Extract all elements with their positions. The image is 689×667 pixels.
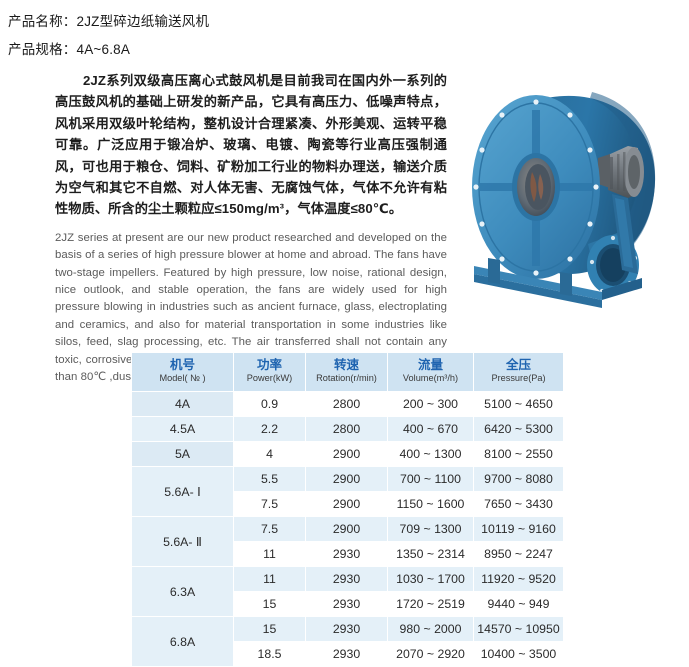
cell-rotation: 2900 <box>305 466 388 492</box>
col-header-power-cn: 功率 <box>256 358 282 372</box>
cell-volume: 200 ~ 300 <box>387 391 474 417</box>
product-header: 产品名称：2JZ型碎边纸输送风机 产品规格：4A~6.8A <box>8 8 448 64</box>
cell-pressure: 14570 ~ 10950 <box>473 616 564 642</box>
cell-rotation: 2930 <box>305 591 388 617</box>
centrifugal-blower-illustration <box>472 92 656 308</box>
product-spec-page: 产品名称：2JZ型碎边纸输送风机 产品规格：4A~6.8A 2JZ系列双级高压离… <box>8 8 684 667</box>
col-header-model: 机号 Model( № ) <box>131 352 234 392</box>
col-header-power-en: Power(kW) <box>246 373 293 383</box>
cell-pressure: 10119 ~ 9160 <box>473 516 564 542</box>
table-row: 6.3A 11 2930 1030 ~ 1700 11920 ~ 9520 <box>131 566 564 617</box>
motor-support-highlight <box>615 198 633 268</box>
cell-power: 11 <box>233 541 306 567</box>
cell-power: 11 <box>233 566 306 592</box>
cell-rotation: 2800 <box>305 416 388 442</box>
cell-model: 5A <box>131 441 234 467</box>
cell-power: 0.9 <box>233 391 306 417</box>
col-header-pressure-en: Pressure(Pa) <box>491 373 546 383</box>
cell-rotation: 2800 <box>305 391 388 417</box>
cell-model: 4A <box>131 391 234 417</box>
chinese-description: 2JZ系列双级高压离心式鼓风机是目前我司在国内外一系列的高压鼓风机的基础上研发的… <box>55 73 447 217</box>
cell-pressure: 11920 ~ 9520 <box>473 566 564 592</box>
cell-pressure: 7650 ~ 3430 <box>473 491 564 517</box>
cell-model: 6.3A <box>131 566 234 617</box>
inlet-face-plate <box>472 95 600 279</box>
cell-pressure: 6420 ~ 5300 <box>473 416 564 442</box>
cell-pressure: 9440 ~ 949 <box>473 591 564 617</box>
cell-pressure: 9700 ~ 8080 <box>473 466 564 492</box>
col-header-rotation: 转速 Rotation(r/min) <box>305 352 388 392</box>
table-row: 5.6A- Ⅱ 7.5 2900 709 ~ 1300 10119 ~ 9160 <box>131 516 564 567</box>
cell-volume: 400 ~ 1300 <box>387 441 474 467</box>
description-block: 2JZ系列双级高压离心式鼓风机是目前我司在国内外一系列的高压鼓风机的基础上研发的… <box>55 70 447 387</box>
col-header-model-en: Model( № ) <box>159 373 206 383</box>
table-row: 5.6A- Ⅰ 5.5 2900 700 ~ 1100 9700 ~ 8080 <box>131 466 564 517</box>
cell-volume: 2070 ~ 2920 <box>387 641 474 667</box>
cell-model: 6.8A <box>131 616 234 667</box>
cell-volume: 700 ~ 1100 <box>387 466 474 492</box>
table-row: 4.5A 2.2 2800 400 ~ 670 6420 ~ 5300 <box>131 416 564 442</box>
product-spec-line: 产品规格：4A~6.8A <box>8 42 131 57</box>
motor-assembly <box>598 146 644 198</box>
table-row: 11 2930 1350 ~ 2314 8950 ~ 2247 <box>132 541 564 567</box>
table-header-row: 机号 Model( № ) 功率 Power(kW) 转速 Rotation(r… <box>131 352 564 392</box>
cell-rotation: 2900 <box>305 516 388 542</box>
cell-power: 15 <box>233 591 306 617</box>
cell-power: 7.5 <box>233 516 306 542</box>
volute-shade <box>590 92 656 256</box>
cell-power: 7.5 <box>233 491 306 517</box>
cell-volume: 980 ~ 2000 <box>387 616 474 642</box>
product-name-line: 产品名称：2JZ型碎边纸输送风机 <box>8 14 210 29</box>
cell-pressure: 5100 ~ 4650 <box>473 391 564 417</box>
cell-pressure: 10400 ~ 3500 <box>473 641 564 667</box>
cell-power: 4 <box>233 441 306 467</box>
cell-model: 4.5A <box>131 416 234 442</box>
table-row: 6.8A 15 2930 980 ~ 2000 14570 ~ 10950 <box>131 616 564 667</box>
blower-product-image <box>452 62 684 310</box>
cell-rotation: 2930 <box>305 616 388 642</box>
col-header-power: 功率 Power(kW) <box>233 352 306 392</box>
cell-rotation: 2930 <box>305 541 388 567</box>
col-header-model-cn: 机号 <box>169 358 195 372</box>
cell-pressure: 8100 ~ 2550 <box>473 441 564 467</box>
cell-power: 18.5 <box>233 641 306 667</box>
cell-rotation: 2900 <box>305 491 388 517</box>
col-header-volume-en: Volume(m³/h) <box>402 373 459 383</box>
cell-volume: 400 ~ 670 <box>387 416 474 442</box>
cell-rotation: 2930 <box>305 641 388 667</box>
specification-table: 机号 Model( № ) 功率 Power(kW) 转速 Rotation(r… <box>131 352 564 667</box>
cell-volume: 1350 ~ 2314 <box>387 541 474 567</box>
cell-rotation: 2900 <box>305 441 388 467</box>
cell-pressure: 8950 ~ 2247 <box>473 541 564 567</box>
cell-volume: 1030 ~ 1700 <box>387 566 474 592</box>
cell-volume: 709 ~ 1300 <box>387 516 474 542</box>
cell-power: 5.5 <box>233 466 306 492</box>
col-header-volume-cn: 流量 <box>417 358 443 372</box>
cell-power: 15 <box>233 616 306 642</box>
table-head: 机号 Model( № ) 功率 Power(kW) 转速 Rotation(r… <box>131 352 564 392</box>
table-row: 7.5 2900 1150 ~ 1600 7650 ~ 3430 <box>132 491 564 517</box>
cell-power: 2.2 <box>233 416 306 442</box>
cell-rotation: 2930 <box>305 566 388 592</box>
cell-model: 5.6A- Ⅱ <box>131 516 234 567</box>
base-frame <box>474 258 642 308</box>
col-header-pressure: 全压 Pressure(Pa) <box>473 352 564 392</box>
cell-volume: 1150 ~ 1600 <box>387 491 474 517</box>
table-body: 4A 0.9 2800 200 ~ 300 5100 ~ 4650 4.5A 2.2 2800… <box>131 391 564 667</box>
col-header-pressure-cn: 全压 <box>505 358 531 372</box>
col-header-volume: 流量 Volume(m³/h) <box>387 352 474 392</box>
cell-model: 5.6A- Ⅰ <box>131 466 234 517</box>
table-row: 4A 0.9 2800 200 ~ 300 5100 ~ 4650 <box>131 391 564 417</box>
table-row: 5A 4 2900 400 ~ 1300 8100 ~ 2550 <box>131 441 564 467</box>
col-header-rotation-cn: 转速 <box>333 358 359 372</box>
cell-volume: 1720 ~ 2519 <box>387 591 474 617</box>
col-header-rotation-en: Rotation(r/min) <box>316 373 377 383</box>
specification-table-wrap: 机号 Model( № ) 功率 Power(kW) 转速 Rotation(r… <box>131 352 564 667</box>
